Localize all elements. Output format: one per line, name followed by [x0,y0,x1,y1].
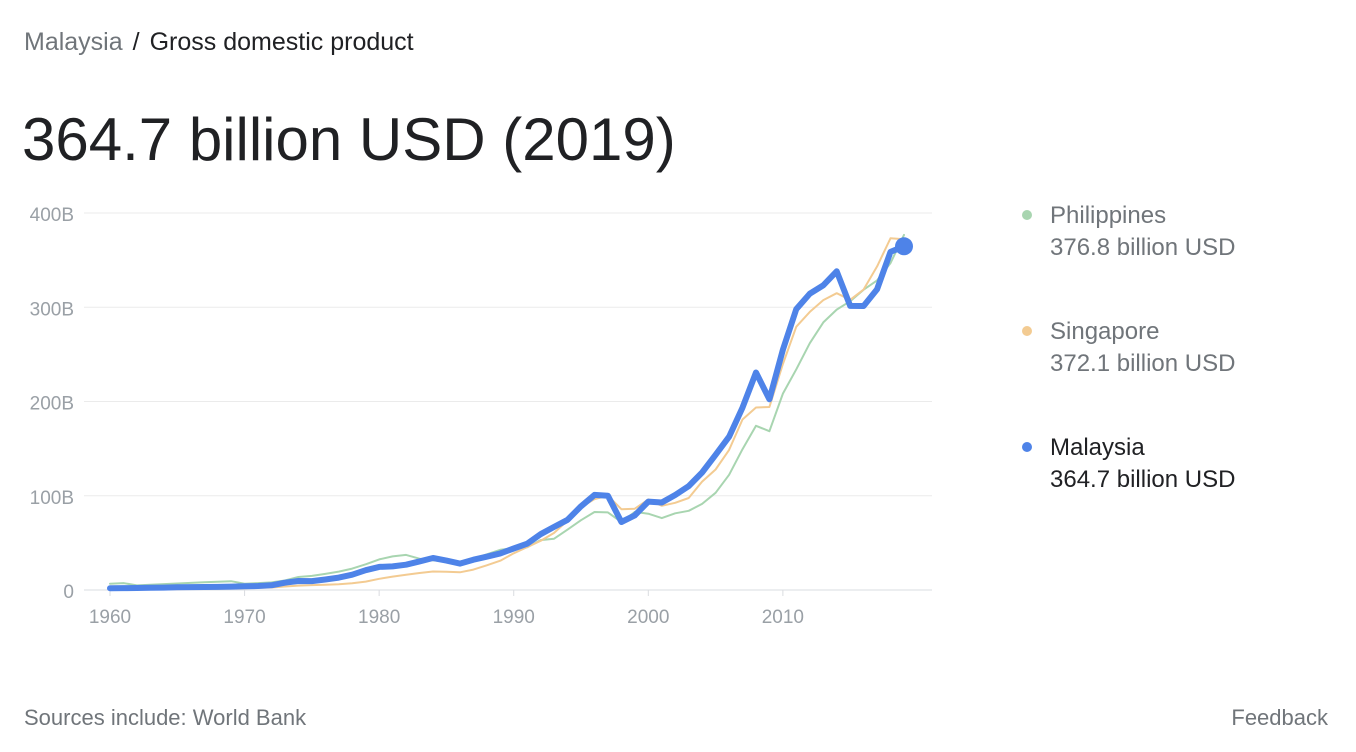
x-axis-ticks: 1960 1970 1980 1990 2000 2010 [89,590,804,628]
chart-series [107,233,913,592]
y-tick-label: 400B [30,205,74,226]
legend-name: Philippines [1050,202,1167,229]
legend-value: 376.8 billion USD [1050,234,1236,261]
breadcrumb: Malaysia / Gross domestic product [24,26,414,58]
sources-text: Sources include: World Bank [24,705,307,730]
legend-item-malaysia[interactable]: Malaysia 364.7 billion USD [1022,432,1235,548]
chart-legend: Philippines 376.8 billion USD Singapore … [1022,200,1235,548]
x-tick-label: 1990 [493,607,535,628]
y-axis-ticks: 0 100B 200B 300B 400B [30,205,74,603]
series-line-singapore [109,237,905,591]
legend-name: Singapore [1050,318,1160,345]
headline-value: 364.7 billion USD (2019) [22,106,676,173]
series-line-malaysia [107,243,907,592]
latest-value-marker [895,237,913,256]
legend-item-singapore[interactable]: Singapore 372.1 billion USD [1022,316,1235,432]
x-tick-label: 1970 [223,607,265,628]
chart-gridlines [84,212,932,591]
legend-item-philippines[interactable]: Philippines 376.8 billion USD [1022,200,1235,316]
legend-name: Malaysia [1050,434,1145,461]
feedback-link[interactable]: Feedback [1231,705,1328,730]
y-tick-label: 100B [30,488,74,509]
breadcrumb-country-link[interactable]: Malaysia [24,28,123,56]
y-tick-label: 200B [30,394,74,415]
legend-dot-philippines [1022,210,1032,220]
legend-value: 364.7 billion USD [1050,466,1236,493]
x-tick-label: 1980 [358,607,400,628]
breadcrumb-separator: / [132,28,140,56]
y-tick-label: 300B [30,299,74,320]
x-tick-label: 1960 [89,607,131,628]
x-tick-label: 2010 [762,607,804,628]
legend-value: 372.1 billion USD [1050,350,1236,377]
legend-dot-singapore [1022,326,1032,336]
breadcrumb-indicator: Gross domestic product [149,28,414,56]
y-tick-label: 0 [63,582,74,603]
gdp-line-chart[interactable]: 0 100B 200B 300B 400B 1960 1970 1980 1990 2000 20… [0,190,960,650]
x-tick-label: 2000 [627,607,669,628]
legend-dot-malaysia [1022,442,1032,452]
series-line-philippines [109,233,905,587]
